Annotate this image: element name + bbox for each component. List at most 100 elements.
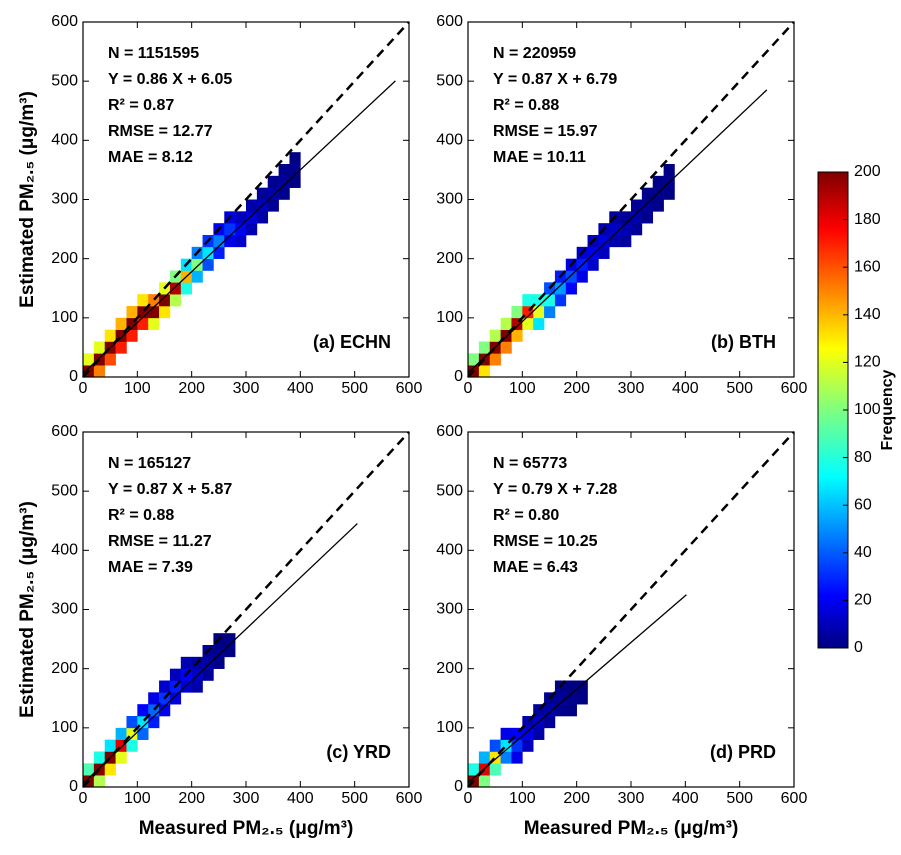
x-tick-label: 100: [124, 380, 151, 397]
y-tick-label: 300: [51, 601, 78, 618]
density-cell: [126, 317, 138, 330]
y-tick-label: 100: [51, 719, 78, 736]
density-cell: [126, 716, 138, 729]
density-cell: [544, 704, 556, 717]
density-cell: [652, 187, 664, 200]
density-cell: [544, 306, 556, 319]
density-cell: [468, 763, 480, 776]
stats-annotation: R² = 0.88: [493, 97, 559, 114]
colorbar-tick-label: 100: [854, 401, 881, 418]
x-tick-label: 600: [781, 790, 808, 807]
density-cell: [544, 716, 556, 729]
density-cell: [663, 164, 675, 177]
density-cell: [137, 727, 149, 740]
density-cell: [115, 727, 127, 740]
stats-annotation: RMSE = 15.97: [493, 123, 598, 140]
density-cell: [180, 656, 192, 669]
density-cell: [522, 306, 534, 319]
stats-annotation: N = 220959: [493, 45, 576, 62]
density-cell: [598, 246, 610, 259]
density-cell: [278, 187, 290, 200]
density-cell: [522, 716, 534, 729]
density-cell: [652, 175, 664, 188]
colorbar-tick-label: 80: [854, 449, 872, 466]
density-cell: [641, 187, 654, 200]
density-cell: [554, 294, 567, 307]
density-cell: [137, 317, 149, 330]
y-tick-label: 600: [51, 13, 78, 30]
density-cell: [652, 199, 664, 212]
density-cell: [180, 282, 192, 295]
x-axis-label: Measured PM₂.₅ (μg/m³): [139, 818, 354, 839]
density-cell: [115, 329, 127, 342]
stats-annotation: RMSE = 12.77: [108, 123, 213, 140]
density-cell: [235, 211, 247, 224]
density-cell: [256, 211, 269, 224]
x-tick-label: 300: [233, 790, 260, 807]
density-cell: [213, 235, 225, 248]
density-cell: [93, 763, 106, 776]
fit-line: [82, 523, 358, 784]
density-cell: [500, 739, 512, 752]
density-cell: [115, 341, 127, 354]
stats-annotation: MAE = 7.39: [108, 559, 193, 576]
fit-line: [82, 80, 396, 374]
density-cell: [533, 704, 545, 717]
density-cell: [522, 739, 534, 752]
density-cell: [478, 775, 491, 788]
x-tick-label: 0: [464, 790, 473, 807]
density-cell: [104, 353, 116, 366]
density-cell: [191, 270, 203, 283]
density-cell: [489, 739, 501, 752]
density-cell: [148, 317, 160, 330]
density-cell: [115, 739, 127, 752]
identity-line: [467, 21, 795, 378]
density-cell: [576, 680, 588, 693]
density-cell: [235, 235, 247, 248]
panel: 0 100 200 300 400 500 600 0 100 200 300 400 500 600 N …: [17, 13, 422, 397]
density-cell: [93, 353, 106, 366]
density-cell: [224, 633, 236, 646]
density-cell: [169, 282, 182, 295]
density-cell: [489, 329, 501, 342]
y-tick-label: 0: [69, 778, 78, 795]
density-cell: [246, 211, 258, 224]
x-tick-label: 500: [341, 790, 368, 807]
colorbar-tick-label: 20: [854, 592, 872, 609]
x-tick-label: 0: [464, 380, 473, 397]
density-cell: [500, 317, 512, 330]
x-tick-label: 0: [79, 380, 88, 397]
panel: 0 100 200 300 400 500 600 0 100 200 300 400 500 600 N …: [17, 423, 422, 839]
density-cell: [202, 258, 214, 271]
colorbar-label: Frequency: [879, 369, 896, 450]
density-cell: [159, 680, 171, 693]
identity-line: [82, 21, 410, 378]
density-cell: [587, 246, 599, 259]
density-cell: [104, 739, 116, 752]
density-cell: [83, 763, 95, 776]
density-cell: [93, 751, 106, 764]
density-cell: [267, 199, 279, 212]
density-cell: [620, 223, 632, 236]
x-tick-label: 600: [781, 380, 808, 397]
density-cell: [500, 329, 512, 342]
density-cell: [609, 223, 621, 236]
density-cell: [278, 175, 290, 188]
stats-annotation: R² = 0.87: [108, 97, 174, 114]
density-cell: [631, 199, 643, 212]
y-tick-label: 500: [51, 482, 78, 499]
density-cell: [565, 270, 577, 283]
x-tick-label: 400: [672, 380, 699, 397]
density-cell: [126, 329, 138, 342]
stats-annotation: RMSE = 10.25: [493, 533, 598, 550]
density-cell: [148, 704, 160, 717]
density-cell: [104, 329, 116, 342]
density-cell: [587, 258, 599, 271]
density-cell: [159, 294, 171, 307]
colorbar-tick-label: 60: [854, 496, 872, 513]
y-tick-label: 0: [454, 778, 463, 795]
density-cell: [533, 727, 545, 740]
panel-label: (c) YRD: [326, 742, 391, 762]
density-cell: [511, 727, 523, 740]
